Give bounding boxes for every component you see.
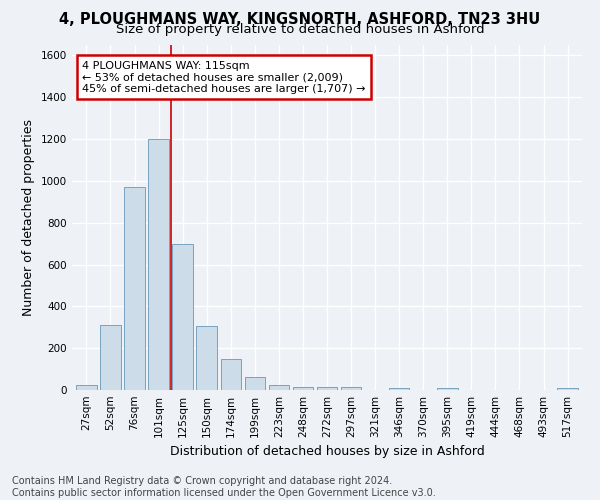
Bar (245, 378, 265, 390)
Bar (269, 385, 289, 390)
Bar (317, 387, 337, 390)
Bar (124, 187, 145, 390)
Y-axis label: Number of detached properties: Number of detached properties (22, 119, 35, 316)
Text: Contains HM Land Registry data © Crown copyright and database right 2024.
Contai: Contains HM Land Registry data © Crown c… (12, 476, 436, 498)
Text: Size of property relative to detached houses in Ashford: Size of property relative to detached ho… (116, 24, 484, 36)
Bar (100, 325, 121, 390)
Bar (172, 244, 193, 390)
Bar (76, 385, 97, 390)
Bar (557, 388, 578, 390)
X-axis label: Distribution of detached houses by size in Ashford: Distribution of detached houses by size … (170, 446, 484, 458)
Bar (148, 139, 169, 390)
Bar (293, 387, 313, 390)
Bar (196, 326, 217, 390)
Text: 4 PLOUGHMANS WAY: 115sqm
← 53% of detached houses are smaller (2,009)
45% of sem: 4 PLOUGHMANS WAY: 115sqm ← 53% of detach… (82, 60, 366, 94)
Bar (221, 358, 241, 390)
Bar (389, 388, 409, 390)
Bar (341, 387, 361, 390)
Text: 4, PLOUGHMANS WAY, KINGSNORTH, ASHFORD, TN23 3HU: 4, PLOUGHMANS WAY, KINGSNORTH, ASHFORD, … (59, 12, 541, 28)
Bar (437, 388, 458, 390)
